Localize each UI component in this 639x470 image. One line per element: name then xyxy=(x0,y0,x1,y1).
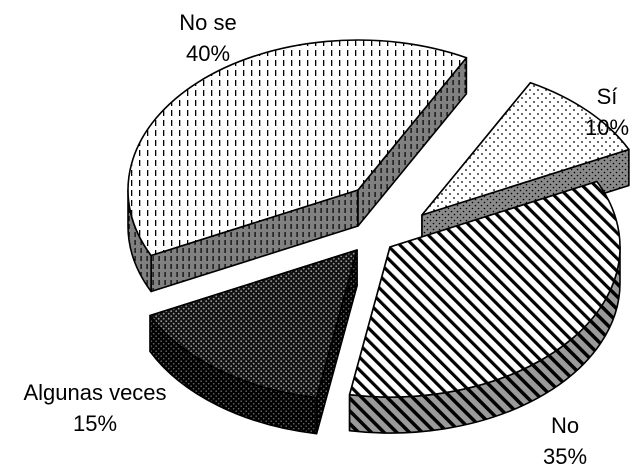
slice-label-no: No xyxy=(551,413,579,438)
pie-slice-si xyxy=(421,81,630,252)
pie-slice-algunas-veces xyxy=(149,249,358,435)
pie-slice-face-si xyxy=(421,81,630,216)
slice-label-algunas-veces: Algunas veces xyxy=(23,380,166,405)
pie-slice-no-se xyxy=(127,39,468,293)
pie-slice-no xyxy=(348,180,621,434)
pie-slice-face-no xyxy=(348,180,621,398)
pie-slice-face-algunas-veces xyxy=(149,249,358,399)
pie-slice-face-no-se xyxy=(127,39,468,257)
slice-percent-si: 10% xyxy=(585,115,629,140)
slice-percent-algunas-veces: 15% xyxy=(73,411,117,436)
slice-label-no-se: No se xyxy=(179,10,236,35)
slice-percent-no-se: 40% xyxy=(186,41,230,66)
slice-label-si: Sí xyxy=(597,84,618,109)
slice-percent-no: 35% xyxy=(543,444,587,469)
